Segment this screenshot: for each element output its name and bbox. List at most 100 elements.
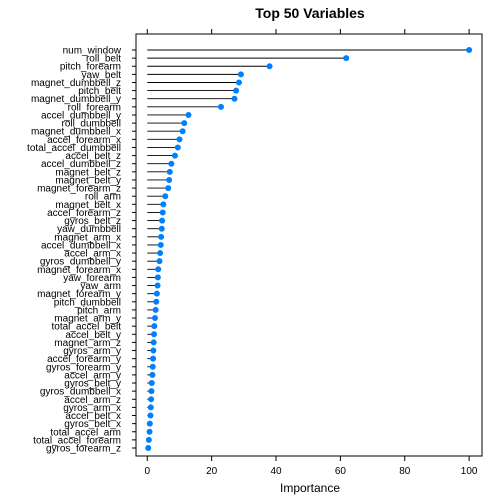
category-label: magnet_dumbbell_z (31, 78, 121, 89)
category-label: total_accel_belt (52, 322, 122, 333)
data-point (160, 201, 167, 208)
category-label: accel_dumbbell_z (41, 159, 121, 170)
category-label: roll_belt (86, 54, 121, 65)
x-axis: 0 20 40 60 80 100 (144, 456, 478, 477)
x-tick-label: 0 (144, 466, 150, 477)
stems (147, 49, 470, 449)
data-point (185, 111, 192, 118)
data-point (145, 444, 152, 451)
category-labels: num_windowroll_beltpitch_forearmyaw_belt… (27, 46, 136, 455)
category-label: magnet_forearm_x (37, 265, 121, 276)
data-point (153, 290, 160, 297)
x-axis-label: Importance (280, 481, 340, 495)
category-label: magnet_dumbbell_y (31, 94, 121, 105)
data-point (153, 298, 160, 305)
category-label: gyros_belt_z (64, 216, 121, 227)
data-point (150, 347, 157, 354)
data-point (149, 371, 156, 378)
category-label: pitch_dumbbell (54, 297, 121, 308)
data-point (151, 331, 158, 338)
data-point (148, 396, 155, 403)
category-label: total_accel_arm (50, 427, 121, 438)
category-label: accel_arm_x (64, 249, 121, 260)
category-label: magnet_belt_x (55, 200, 121, 211)
x-tick-label: 80 (399, 466, 411, 477)
data-point (145, 436, 152, 443)
data-point (146, 428, 153, 435)
category-label: accel_arm_y (64, 370, 121, 381)
data-point (152, 306, 159, 313)
data-point (149, 363, 156, 370)
data-point (233, 87, 240, 94)
category-label: accel_dumbbell_x (41, 240, 121, 251)
data-point (174, 144, 181, 151)
data-point (151, 323, 158, 330)
category-label: yaw_dumbbell (57, 224, 121, 235)
data-point (147, 404, 154, 411)
category-label: gyros_arm_y (63, 346, 121, 357)
data-point (176, 136, 183, 143)
data-point (148, 380, 155, 387)
category-label: num_window (63, 46, 122, 57)
x-tick-label: 60 (335, 466, 347, 477)
data-point (150, 355, 157, 362)
data-point (466, 47, 473, 54)
category-label: gyros_arm_x (63, 403, 121, 414)
x-tick-label: 100 (461, 466, 478, 477)
data-point (165, 185, 172, 192)
data-point (154, 274, 161, 281)
category-label: accel_belt_y (65, 330, 121, 341)
category-label: total_accel_forearm (33, 435, 121, 446)
data-point (146, 420, 153, 427)
data-point (266, 63, 273, 70)
data-point (343, 55, 350, 62)
category-label: yaw_arm (80, 281, 121, 292)
category-label: accel_forearm_x (47, 135, 121, 146)
chart-title: Top 50 Variables (255, 5, 365, 21)
category-label: accel_arm_z (64, 395, 121, 406)
data-point (158, 225, 165, 232)
data-point (237, 71, 244, 78)
category-label: total_accel_dumbbell (27, 143, 121, 154)
category-label: gyros_forearm_z (46, 444, 121, 455)
data-point (157, 241, 164, 248)
category-label: pitch_belt (78, 86, 121, 97)
points (145, 47, 473, 451)
data-point (231, 95, 238, 102)
category-label: magnet_dumbbell_x (31, 127, 121, 138)
category-label: magnet_forearm_y (37, 289, 121, 300)
category-label: roll_forearm (68, 102, 121, 113)
category-label: yaw_belt (82, 70, 122, 81)
category-label: magnet_arm_y (54, 314, 121, 325)
category-label: magnet_belt_z (55, 167, 121, 178)
data-point (158, 233, 165, 240)
data-point (168, 160, 175, 167)
data-point (179, 128, 186, 135)
category-label: accel_dumbbell_y (41, 110, 121, 121)
category-label: magnet_belt_y (55, 175, 121, 186)
category-label: magnet_arm_z (54, 338, 121, 349)
category-label: accel_belt_x (65, 411, 121, 422)
data-point (217, 103, 224, 110)
category-label: gyros_dumbbell_y (40, 257, 121, 268)
x-tick-label: 40 (270, 466, 282, 477)
data-point (151, 315, 158, 322)
data-point (162, 193, 169, 200)
category-label: magnet_forearm_z (37, 184, 121, 195)
category-label: accel_forearm_z (47, 208, 121, 219)
category-label: magnet_arm_x (54, 232, 121, 243)
category-label: gyros_dumbbell_x (40, 387, 121, 398)
plot-frame (135, 33, 483, 457)
data-point (157, 250, 164, 257)
data-point (171, 152, 178, 159)
category-label: gyros_belt_x (64, 419, 121, 430)
data-point (159, 209, 166, 216)
data-point (150, 339, 157, 346)
x-tick-label: 20 (206, 466, 218, 477)
data-point (159, 217, 166, 224)
category-label: yaw_forearm (63, 273, 121, 284)
data-point (148, 388, 155, 395)
data-point (166, 176, 173, 183)
category-label: pitch_forearm (60, 62, 121, 73)
